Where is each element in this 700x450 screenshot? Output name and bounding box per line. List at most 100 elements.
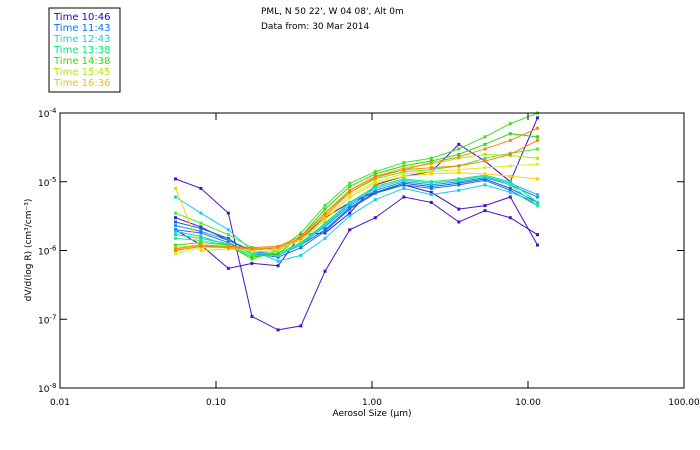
data-point bbox=[429, 162, 433, 166]
data-point bbox=[483, 159, 487, 163]
data-point bbox=[199, 249, 203, 252]
plot-frame bbox=[59, 112, 685, 389]
data-point bbox=[323, 214, 327, 218]
data-point bbox=[373, 186, 377, 190]
data-point bbox=[173, 211, 177, 215]
data-point bbox=[457, 181, 461, 185]
data-point bbox=[429, 161, 433, 165]
data-point bbox=[348, 188, 352, 192]
data-point bbox=[402, 172, 406, 176]
y-axis-label: dV/d(log R) (cm³/cm⁻³) bbox=[24, 199, 34, 302]
data-point bbox=[535, 233, 539, 237]
data-point bbox=[299, 236, 303, 240]
data-point bbox=[457, 178, 461, 182]
data-point bbox=[348, 185, 352, 189]
legend-entry: Time 12:43 bbox=[53, 34, 110, 45]
data-point bbox=[299, 233, 303, 237]
data-point bbox=[429, 159, 433, 163]
data-point bbox=[402, 168, 406, 172]
data-point bbox=[199, 186, 203, 190]
data-point bbox=[457, 155, 461, 159]
data-point bbox=[508, 181, 512, 185]
data-point bbox=[483, 142, 487, 146]
data-point bbox=[199, 231, 203, 235]
data-point bbox=[250, 314, 254, 318]
chart-title: PML, N 50 22', W 04 08', Alt 0m bbox=[261, 7, 404, 17]
data-point bbox=[402, 174, 406, 178]
legend-entry: Time 15:45 bbox=[53, 67, 110, 78]
data-point bbox=[226, 238, 230, 242]
data-point bbox=[199, 221, 203, 225]
data-point bbox=[173, 186, 177, 190]
data-point bbox=[483, 135, 487, 139]
data-point bbox=[323, 211, 327, 215]
data-point bbox=[373, 191, 377, 195]
legend-entry: Time 16:36 bbox=[53, 78, 110, 89]
data-point bbox=[402, 183, 406, 187]
data-point bbox=[276, 259, 280, 263]
data-point bbox=[457, 168, 461, 172]
data-point bbox=[299, 253, 303, 257]
data-point bbox=[323, 269, 327, 273]
data-point bbox=[323, 222, 327, 226]
data-point bbox=[173, 229, 177, 233]
y-tick-label: 10-7 bbox=[38, 313, 56, 326]
data-point bbox=[457, 142, 461, 146]
data-point bbox=[535, 116, 539, 120]
data-point bbox=[457, 164, 461, 168]
legend-box bbox=[48, 7, 121, 93]
data-point bbox=[173, 228, 177, 232]
series-10-46-a bbox=[173, 177, 539, 332]
data-point bbox=[429, 200, 433, 204]
series-layer bbox=[173, 111, 539, 332]
data-point bbox=[457, 147, 461, 151]
data-point bbox=[373, 170, 377, 174]
series-16-36-c bbox=[173, 138, 539, 251]
data-point bbox=[323, 207, 327, 211]
data-point bbox=[250, 257, 254, 261]
data-point bbox=[348, 195, 352, 199]
legend-entry: Time 10:46 bbox=[53, 12, 110, 23]
data-point bbox=[276, 328, 280, 332]
data-point bbox=[535, 162, 539, 166]
y-tick-label: 10-8 bbox=[38, 382, 56, 395]
data-point bbox=[173, 236, 177, 240]
data-point bbox=[535, 138, 539, 142]
data-point bbox=[483, 156, 487, 160]
data-point bbox=[199, 226, 203, 230]
data-point bbox=[483, 178, 487, 182]
data-point bbox=[199, 241, 203, 245]
data-point bbox=[429, 193, 433, 197]
legend-entry: Time 11:43 bbox=[53, 23, 110, 34]
data-point bbox=[508, 122, 512, 126]
series-12-43-a bbox=[173, 183, 539, 263]
data-point bbox=[508, 190, 512, 194]
data-point bbox=[373, 183, 377, 187]
data-point bbox=[402, 186, 406, 190]
legend-entry: Time 13:38 bbox=[53, 45, 110, 56]
data-point bbox=[535, 147, 539, 151]
data-point bbox=[199, 211, 203, 215]
data-point bbox=[348, 204, 352, 208]
data-point bbox=[323, 231, 327, 235]
data-point bbox=[429, 170, 433, 174]
legend-entry: Time 14:38 bbox=[53, 56, 110, 67]
data-point bbox=[373, 181, 377, 185]
data-point bbox=[226, 233, 230, 237]
data-point bbox=[402, 178, 406, 182]
data-point bbox=[373, 188, 377, 192]
data-point bbox=[348, 207, 352, 211]
data-point bbox=[508, 132, 512, 136]
data-point bbox=[429, 181, 433, 185]
data-point bbox=[429, 168, 433, 172]
data-point bbox=[250, 255, 254, 259]
data-point bbox=[276, 252, 280, 256]
data-point bbox=[429, 186, 433, 190]
series-line bbox=[175, 139, 538, 250]
data-point bbox=[323, 204, 327, 208]
data-point bbox=[402, 195, 406, 199]
data-point bbox=[483, 174, 487, 178]
x-tick-label: 0.10 bbox=[206, 398, 226, 408]
